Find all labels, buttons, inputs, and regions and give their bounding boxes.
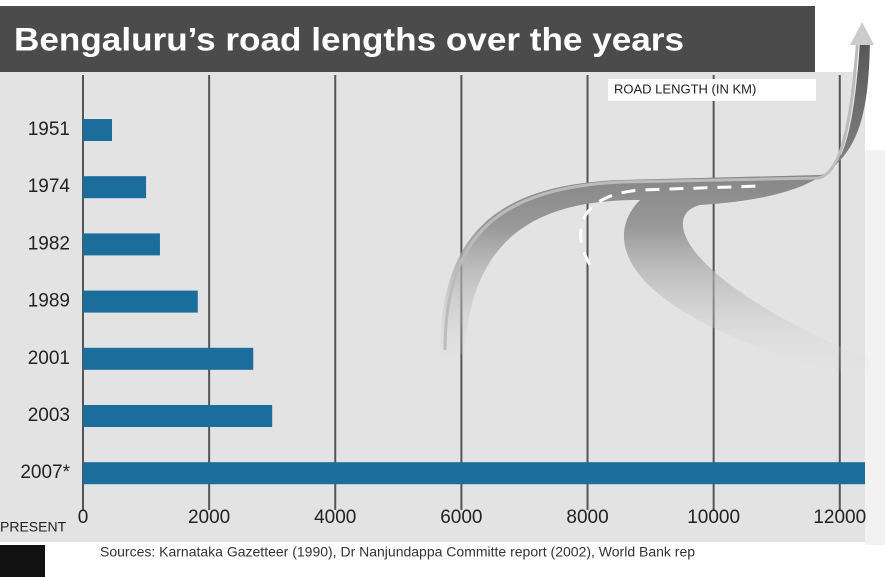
x-tick-label: 2000	[188, 507, 230, 528]
corner-block	[0, 545, 45, 577]
x-tick-label: 8000	[566, 507, 608, 528]
y-tick-label: 2003	[28, 405, 70, 426]
y-tick-label: 1974	[28, 176, 71, 197]
bar	[83, 176, 146, 198]
x-tick-label: 0	[78, 507, 89, 528]
bar	[83, 462, 865, 484]
bar	[83, 291, 198, 313]
x-tick-label: 6000	[440, 507, 482, 528]
bar	[83, 348, 253, 370]
bar	[83, 405, 272, 427]
x-tick-label: 10000	[687, 507, 740, 528]
y-tick-label: 2007*	[20, 462, 70, 483]
y-tick-label: 1989	[28, 291, 70, 312]
x-tick-label: 12000	[813, 507, 866, 528]
side-panel	[865, 150, 885, 545]
y-tick-label: 1951	[28, 119, 70, 140]
x-tick-label: 4000	[314, 507, 356, 528]
chart: 0 2000 4000 6000 8000 10000 12000 Bengaluru’s …	[0, 0, 885, 577]
chart-title: Bengaluru’s road lengths over the years	[14, 21, 684, 57]
y-tick-label: 1982	[28, 233, 70, 254]
x-axis-label: ROAD LENGTH (IN KM)	[614, 81, 756, 96]
bar	[83, 233, 160, 255]
bar	[83, 119, 112, 141]
page: {"chart_data": {"type": "bar", "orientat…	[0, 0, 885, 577]
y-tick-label: 2001	[28, 348, 70, 369]
source-note: Sources: Karnataka Gazetteer (1990), Dr …	[100, 544, 695, 560]
annotation: PRESENT	[0, 519, 67, 535]
